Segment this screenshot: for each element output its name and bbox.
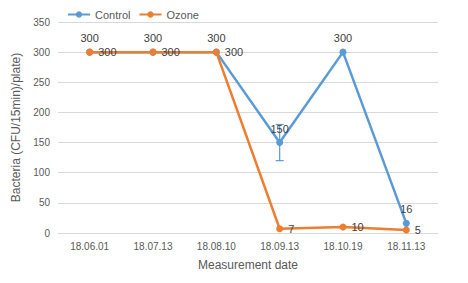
- svg-text:7: 7: [288, 223, 294, 235]
- svg-text:10: 10: [352, 221, 364, 233]
- svg-text:200: 200: [33, 107, 50, 118]
- svg-text:300: 300: [33, 47, 50, 58]
- svg-text:18.10.19: 18.10.19: [324, 241, 363, 252]
- svg-text:300: 300: [98, 46, 116, 58]
- svg-text:18.09.13: 18.09.13: [260, 241, 299, 252]
- svg-text:100: 100: [33, 167, 50, 178]
- svg-text:350: 350: [33, 17, 50, 28]
- svg-text:250: 250: [33, 77, 50, 88]
- svg-text:Measurement date: Measurement date: [198, 258, 298, 272]
- svg-text:50: 50: [39, 197, 51, 208]
- svg-text:300: 300: [334, 32, 352, 44]
- svg-text:300: 300: [162, 46, 180, 58]
- svg-text:18.07.13: 18.07.13: [134, 241, 173, 252]
- svg-text:16: 16: [400, 203, 412, 215]
- svg-text:5: 5: [415, 224, 421, 236]
- svg-text:300: 300: [80, 32, 98, 44]
- svg-text:18.08.10: 18.08.10: [197, 241, 236, 252]
- svg-text:18.06.01: 18.06.01: [70, 241, 109, 252]
- svg-text:Control: Control: [95, 9, 130, 21]
- svg-text:150: 150: [33, 137, 50, 148]
- svg-text:150: 150: [270, 123, 288, 135]
- svg-text:Bacteria (CFU/15min)/plate): Bacteria (CFU/15min)/plate): [9, 53, 23, 202]
- svg-text:300: 300: [207, 32, 225, 44]
- svg-text:18.11.13: 18.11.13: [387, 241, 426, 252]
- svg-text:Ozone: Ozone: [166, 9, 198, 21]
- svg-text:300: 300: [225, 46, 243, 58]
- svg-text:0: 0: [44, 228, 50, 239]
- svg-text:300: 300: [144, 32, 162, 44]
